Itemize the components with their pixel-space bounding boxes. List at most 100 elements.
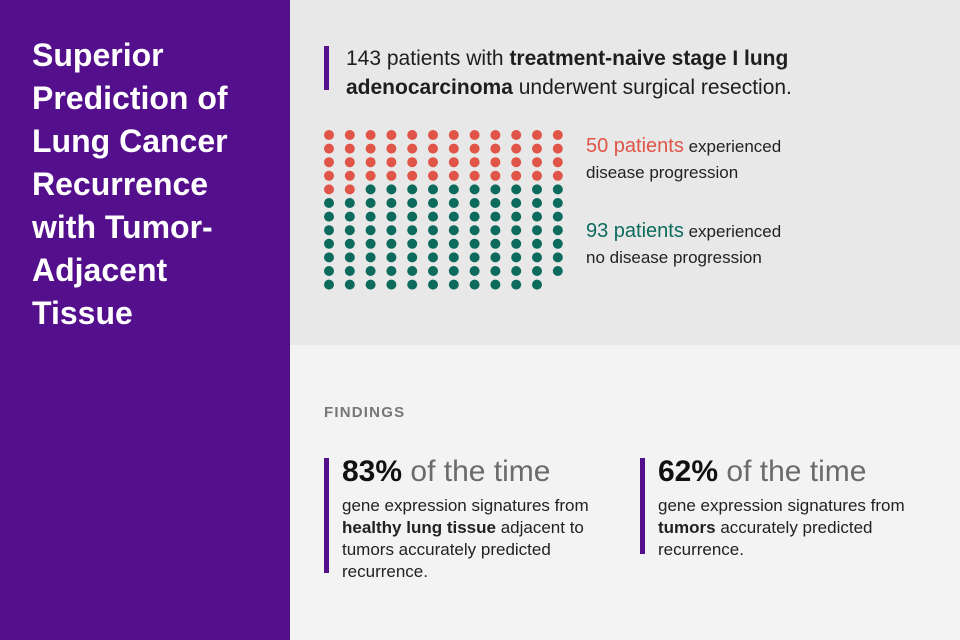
progression-patient-dot: [428, 130, 438, 140]
page-title: Superior Prediction of Lung Cancer Recur…: [32, 37, 228, 331]
no-progression-patient-dot: [490, 198, 501, 208]
progression-patient-dot: [407, 170, 418, 181]
no-progression-patient-dot: [324, 238, 334, 249]
progression-patient-dot: [386, 157, 397, 168]
progression-patient-dot: [365, 130, 376, 140]
progression-patient-dot: [448, 157, 459, 168]
finding-2-suffix: of the time: [718, 455, 867, 488]
no-progression-patient-dot: [324, 266, 334, 276]
progression-patient-dot: [552, 157, 563, 168]
progression-count: 50 patients: [586, 135, 684, 157]
no-progression-patient-dot: [428, 184, 438, 195]
finding-1-body-bold: healthy lung tissue: [342, 518, 496, 537]
finding-1-percent: 83%: [342, 455, 403, 488]
no-progression-patient-dot: [552, 184, 563, 195]
finding-2-body-end: accurately predicted recurrence.: [658, 518, 873, 559]
no-progression-patient-dot: [344, 266, 355, 276]
no-progression-patient-dot: [469, 198, 480, 208]
progression-patient-dot: [365, 157, 376, 168]
progression-patient-dot: [344, 130, 355, 140]
progression-patient-dot: [552, 130, 563, 140]
no-progression-patient-dot: [511, 184, 522, 195]
progression-patient-dot: [386, 130, 397, 140]
progression-patient-dot: [490, 143, 501, 154]
patient-dot-grid: [324, 130, 563, 290]
no-progression-patient-dot: [428, 252, 438, 263]
finding-1-body-start: gene expression signatures from: [342, 496, 589, 515]
no-progression-patient-dot: [448, 184, 459, 195]
no-progression-patient-dot: [407, 252, 418, 263]
no-progression-patient-dot: [448, 252, 459, 263]
no-progression-patient-dot: [532, 279, 542, 290]
no-progression-patient-dot: [490, 279, 501, 290]
no-progression-patient-dot: [324, 211, 334, 222]
progression-patient-dot: [407, 143, 418, 154]
progression-patient-dot: [448, 170, 459, 181]
no-progression-patient-dot: [532, 184, 542, 195]
no-progression-patient-dot: [407, 279, 418, 290]
finding-1-accent-bar: [324, 458, 329, 573]
finding-1-body-end: adjacent to tumors accurately predicted …: [342, 518, 584, 581]
no-progression-patient-dot: [552, 211, 563, 222]
no-progression-patient-dot: [552, 252, 563, 263]
no-progression-patient-dot: [469, 266, 480, 276]
no-progression-patient-dot: [428, 225, 438, 236]
no-progression-patient-dot: [469, 279, 480, 290]
no-progression-patient-dot: [428, 266, 438, 276]
no-progression-patient-dot: [552, 225, 563, 236]
no-progression-patient-dot: [344, 225, 355, 236]
progression-patient-dot: [532, 130, 542, 140]
no-progression-patient-dot: [324, 198, 334, 208]
study-summary-panel: [290, 0, 960, 345]
no-progression-patient-dot: [344, 279, 355, 290]
progression-patient-dot: [448, 130, 459, 140]
intro-text-bold: treatment-naive stage I lung adenocarcin…: [346, 47, 789, 99]
no-progression-patient-dot: [448, 266, 459, 276]
no-progression-patient-dot: [448, 238, 459, 249]
no-progression-patient-dot: [532, 198, 542, 208]
no-progression-label: 93 patients experienced no disease progre…: [586, 218, 886, 271]
no-progression-label-line1: experienced: [683, 222, 782, 241]
finding-2-accent-bar: [640, 458, 645, 554]
no-progression-patient-dot: [365, 184, 376, 195]
no-progression-patient-dot: [532, 211, 542, 222]
progression-patient-dot: [469, 157, 480, 168]
progression-patient-dot: [428, 157, 438, 168]
no-progression-patient-dot: [365, 211, 376, 222]
no-progression-patient-dot: [324, 225, 334, 236]
no-progression-label-line2: no disease progression: [586, 248, 762, 267]
no-progression-patient-dot: [448, 279, 459, 290]
progression-label-line2: disease progression: [586, 163, 739, 182]
no-progression-count: 93 patients: [586, 220, 684, 242]
progression-patient-dot: [344, 184, 355, 195]
no-progression-patient-dot: [365, 198, 376, 208]
no-progression-patient-dot: [448, 211, 459, 222]
no-progression-patient-dot: [448, 225, 459, 236]
no-progression-patient-dot: [407, 225, 418, 236]
no-progression-patient-dot: [511, 238, 522, 249]
no-progression-patient-dot: [386, 211, 397, 222]
no-progression-patient-dot: [386, 184, 397, 195]
no-progression-patient-dot: [344, 252, 355, 263]
progression-patient-dot: [532, 157, 542, 168]
no-progression-patient-dot: [324, 252, 334, 263]
finding-1: 83% of the time gene expression signatur…: [342, 453, 622, 583]
progression-patient-dot: [386, 143, 397, 154]
progression-patient-dot: [365, 170, 376, 181]
no-progression-patient-dot: [490, 252, 501, 263]
no-progression-patient-dot: [407, 266, 418, 276]
finding-2-body: gene expression signatures from tumors a…: [658, 495, 938, 561]
no-progression-patient-dot: [365, 252, 376, 263]
no-progression-patient-dot: [428, 279, 438, 290]
no-progression-patient-dot: [469, 252, 480, 263]
progression-patient-dot: [511, 143, 522, 154]
no-progression-patient-dot: [490, 238, 501, 249]
no-progression-patient-dot: [490, 184, 501, 195]
no-progression-patient-dot: [511, 252, 522, 263]
finding-2-body-bold: tumors: [658, 518, 716, 537]
progression-label-line1: experienced: [683, 137, 782, 156]
finding-2-headline: 62% of the time: [658, 453, 938, 491]
no-progression-patient-dot: [386, 225, 397, 236]
progression-patient-dot: [490, 170, 501, 181]
no-progression-patient-dot: [365, 266, 376, 276]
